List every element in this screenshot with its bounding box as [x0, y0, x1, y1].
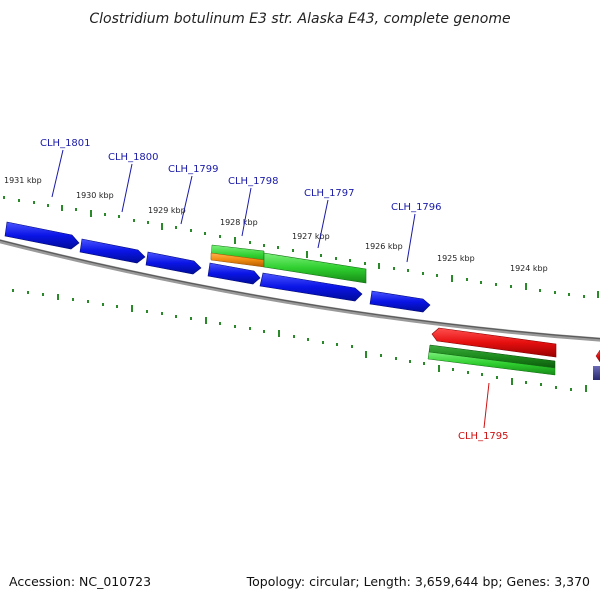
tick-label: 1928 kbp	[220, 218, 258, 227]
genome-summary-text: Topology: circular; Length: 3,659,644 bp…	[246, 574, 590, 589]
feature-block-green[interactable]	[263, 252, 367, 284]
gene-label-clh-1795[interactable]: CLH_1795	[458, 431, 509, 442]
gene-clh-1797[interactable]	[259, 272, 363, 302]
gene-label-clh-1799[interactable]: CLH_1799	[168, 164, 219, 175]
gene-clh-1796[interactable]	[369, 290, 431, 313]
feature-block-green-lower[interactable]	[427, 344, 556, 376]
tick-label: 1930 kbp	[76, 191, 114, 200]
gene-offscreen-navy[interactable]	[593, 366, 600, 380]
map-title: Clostridium botulinum E3 str. Alaska E43…	[89, 11, 510, 27]
feature-block-orange[interactable]	[210, 244, 265, 268]
scale-ring-outer	[3, 196, 599, 298]
tick-label: 1925 kbp	[437, 254, 475, 263]
gene-label-clh-1797[interactable]: CLH_1797	[304, 188, 355, 199]
genome-backbone	[0, 239, 600, 342]
gene-label-clh-1801[interactable]: CLH_1801	[40, 138, 91, 149]
gene-label-clh-1798[interactable]: CLH_1798	[228, 176, 279, 187]
tick-label: 1926 kbp	[365, 242, 403, 251]
tick-label: 1924 kbp	[510, 264, 548, 273]
gene-clh-1798[interactable]	[207, 262, 261, 285]
gene-offscreen-red[interactable]	[595, 349, 600, 363]
gene-leader-lines	[51, 149, 490, 429]
gene-clh-1795[interactable]	[431, 327, 557, 358]
gene-clh-1800[interactable]	[79, 238, 146, 264]
accession-text: Accession: NC_010723	[9, 574, 151, 589]
tick-label: 1931 kbp	[4, 176, 42, 185]
gene-clh-1799[interactable]	[145, 251, 202, 275]
tick-label: 1927 kbp	[292, 232, 330, 241]
scale-ring-inner	[12, 289, 587, 392]
gene-label-clh-1800[interactable]: CLH_1800	[108, 152, 159, 163]
tick-label: 1929 kbp	[148, 206, 186, 215]
gene-label-clh-1796[interactable]: CLH_1796	[391, 202, 442, 213]
gene-clh-1801[interactable]	[4, 221, 80, 250]
